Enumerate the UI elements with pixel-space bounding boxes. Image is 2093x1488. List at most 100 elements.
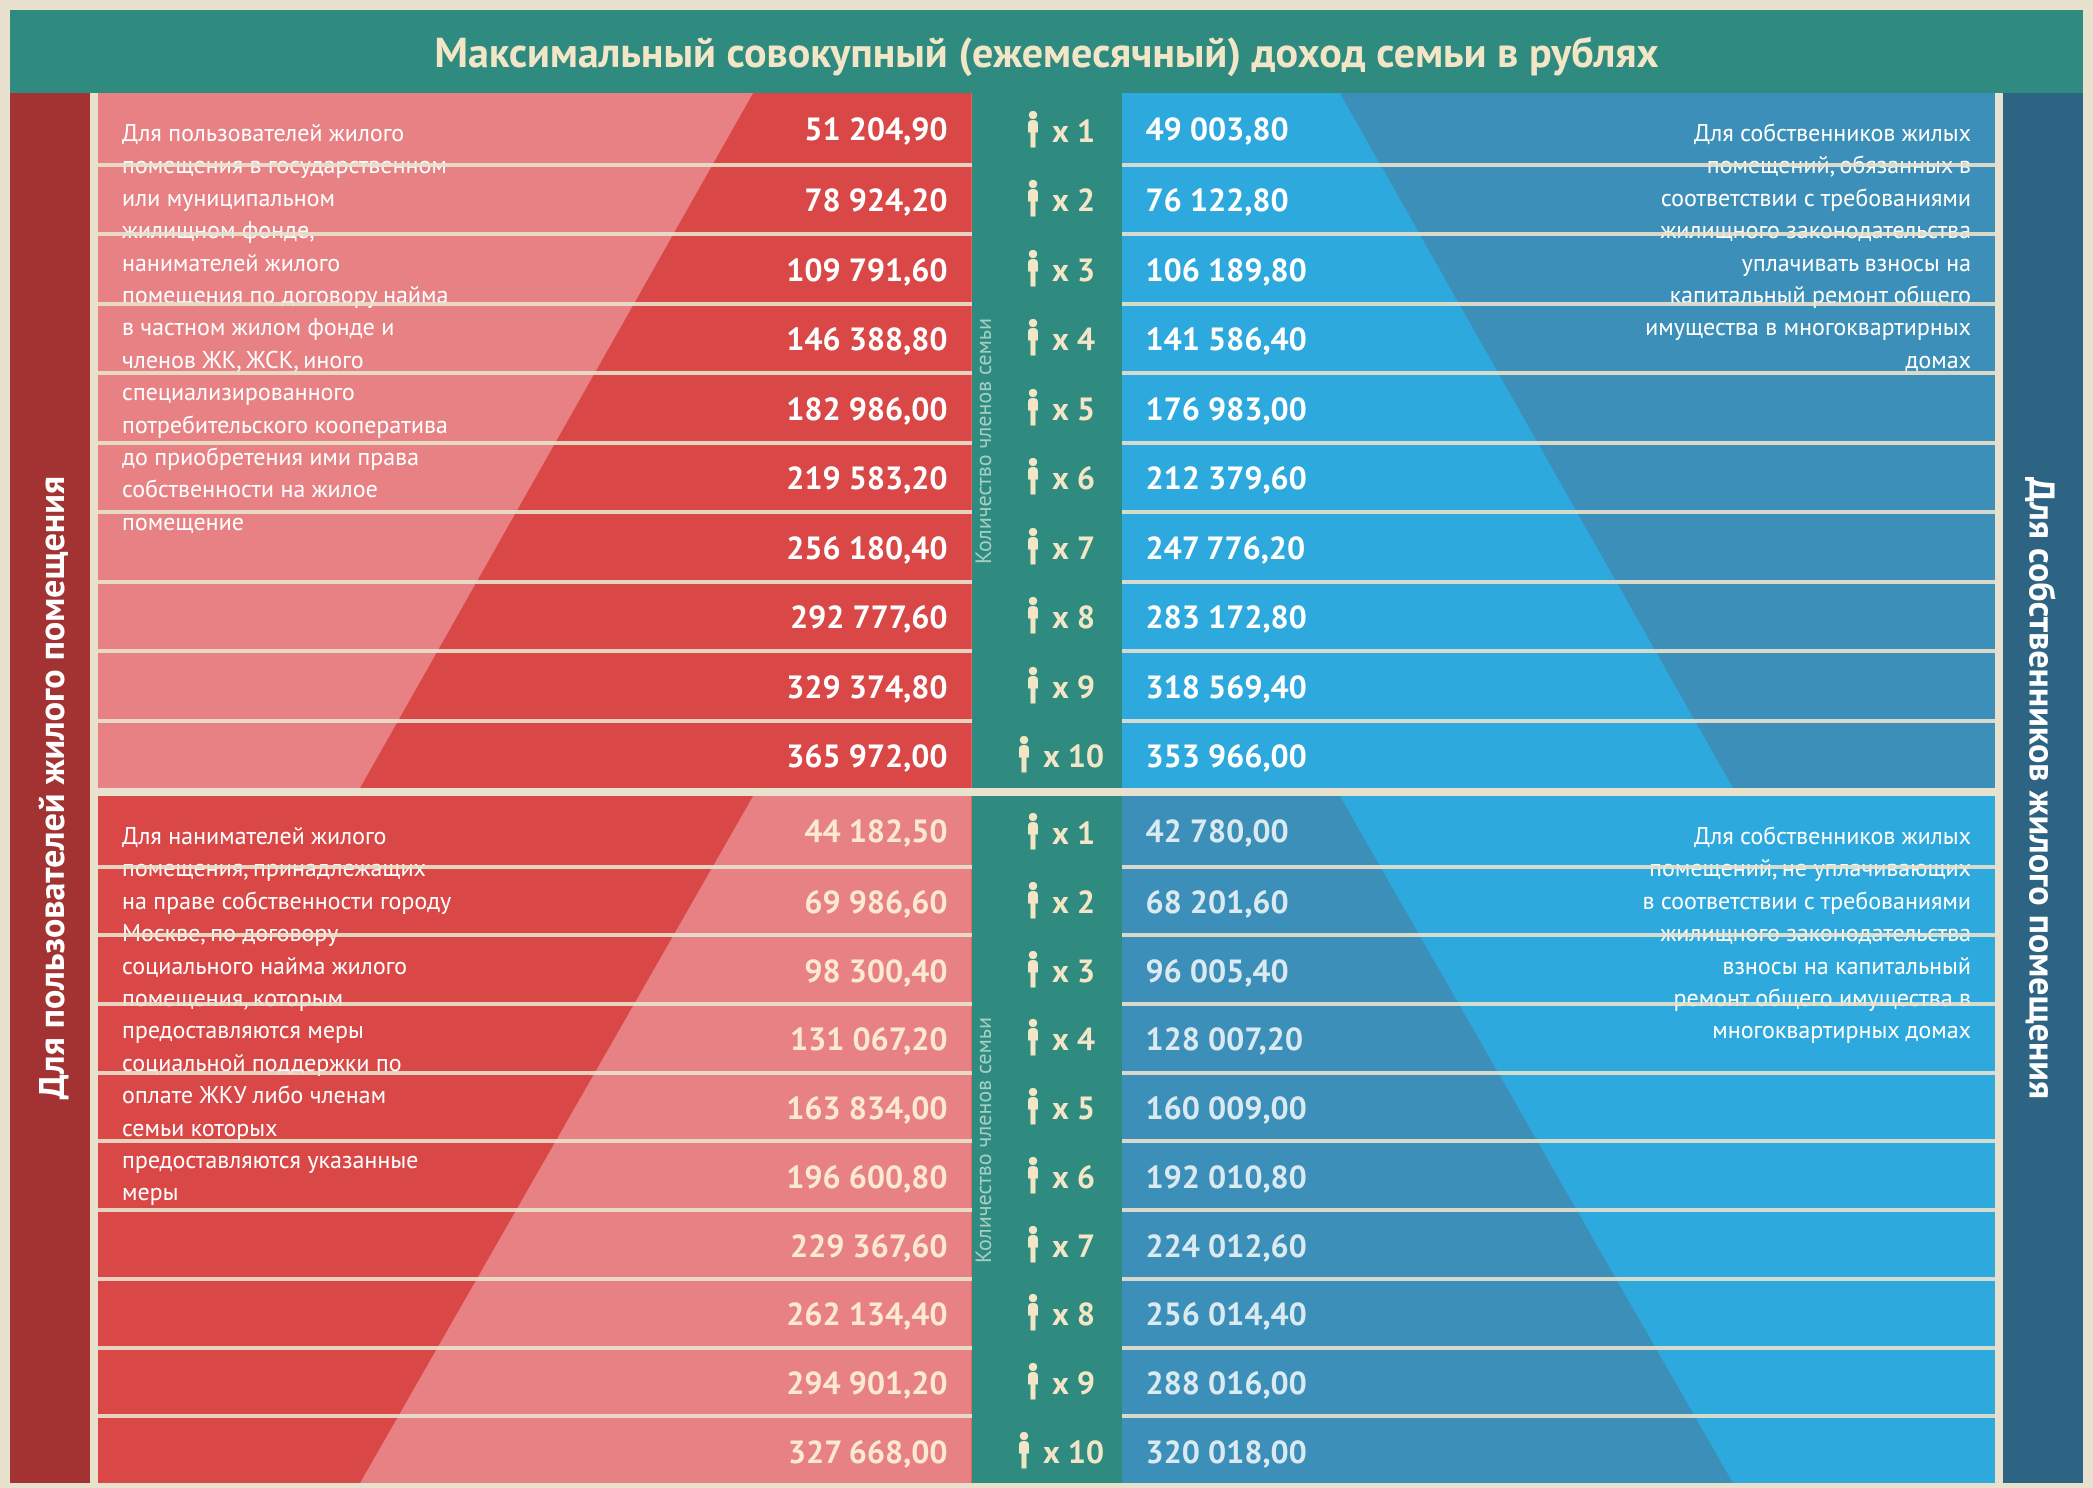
members-row: x7 [996,1208,1122,1277]
members-row: x2 [996,865,1122,934]
value-step: 68 201,60 [1122,865,1996,934]
members-row: x1 [996,93,1122,163]
value-step: 247 776,20 [1122,510,1996,580]
panel-top-right: Для собственников жилых помещений, обяза… [1122,93,1996,788]
value-step: 256 014,40 [1122,1277,1996,1346]
members-row: x8 [996,580,1122,650]
members-row: x9 [996,1346,1122,1415]
value-step: 283 172,80 [1122,580,1996,650]
value-step: 318 569,40 [1122,649,1996,719]
value-step: 163 834,00 [98,1071,972,1140]
value-step: 146 388,80 [98,302,972,372]
value-step: 51 204,90 [98,93,972,163]
value-step: 224 012,60 [1122,1208,1996,1277]
multiply-icon: x [1052,1017,1069,1059]
members-row: x2 [996,163,1122,233]
row-bottom: Для нанимателей жилого помещения, принад… [98,788,1995,1483]
members-axis-label: Количество членов семьи [972,93,996,788]
members-rows-top: x1x2x3x4x5x6x7x8x9x10 [996,93,1122,788]
member-count: 3 [1077,248,1095,290]
member-count: 2 [1077,178,1095,220]
value-step: 256 180,40 [98,510,972,580]
value-step: 106 189,80 [1122,232,1996,302]
panel-bottom-left: Для нанимателей жилого помещения, принад… [98,796,972,1483]
value-step: 176 983,00 [1122,371,1996,441]
value-step: 131 067,20 [98,1002,972,1071]
value-step: 42 780,00 [1122,796,1996,865]
members-row: x10 [996,719,1122,789]
value-step: 320 018,00 [1122,1414,1996,1483]
members-row: x6 [996,1139,1122,1208]
multiply-icon: x [1043,1430,1060,1472]
members-row: x1 [996,796,1122,865]
members-axis-label: Количество членов семьи [972,796,996,1483]
members-row: x4 [996,302,1122,372]
value-step: 327 668,00 [98,1414,972,1483]
multiply-icon: x [1052,1224,1069,1266]
multiply-icon: x [1052,880,1069,922]
member-count: 10 [1068,1430,1104,1472]
value-step: 292 777,60 [98,580,972,650]
member-count: 5 [1077,1086,1095,1128]
member-count: 3 [1077,949,1095,991]
multiply-icon: x [1052,665,1069,707]
left-category-rail: Для пользователей жилого помещения [10,93,90,1483]
value-step: 160 009,00 [1122,1071,1996,1140]
member-count: 8 [1077,595,1095,637]
value-step: 98 300,40 [98,933,972,1002]
member-count: 7 [1077,526,1095,568]
multiply-icon: x [1052,1292,1069,1334]
steps-top-left: 51 204,9078 924,20109 791,60146 388,8018… [98,93,972,788]
member-count: 7 [1077,1224,1095,1266]
multiply-icon: x [1052,387,1069,429]
value-step: 219 583,20 [98,441,972,511]
members-row: x3 [996,232,1122,302]
multiply-icon: x [1052,526,1069,568]
members-row: x7 [996,510,1122,580]
page-title: Максимальный совокупный (ежемесячный) до… [10,10,2083,93]
value-step: 262 134,40 [98,1277,972,1346]
multiply-icon: x [1052,949,1069,991]
value-step: 192 010,80 [1122,1139,1996,1208]
member-count: 8 [1077,1292,1095,1334]
value-step: 353 966,00 [1122,719,1996,789]
members-axis-top: Количество членов семьи x1x2x3x4x5x6x7x8… [972,93,1122,788]
right-category-rail: Для собственников жилого помещения [2003,93,2083,1483]
member-count: 10 [1068,734,1104,776]
member-count: 1 [1077,811,1095,853]
value-step: 294 901,20 [98,1346,972,1415]
panel-bottom-right: Для собственников жилых помещений, не уп… [1122,796,1996,1483]
multiply-icon: x [1052,456,1069,498]
multiply-icon: x [1052,317,1069,359]
members-row: x5 [996,371,1122,441]
left-category-label: Для пользователей жилого помещения [27,476,74,1099]
value-step: 69 986,60 [98,865,972,934]
value-step: 212 379,60 [1122,441,1996,511]
multiply-icon: x [1052,1361,1069,1403]
member-count: 9 [1077,1361,1095,1403]
multiply-icon: x [1052,811,1069,853]
value-step: 329 374,80 [98,649,972,719]
value-step: 49 003,80 [1122,93,1996,163]
multiply-icon: x [1052,178,1069,220]
value-step: 44 182,50 [98,796,972,865]
value-step: 96 005,40 [1122,933,1996,1002]
value-step: 288 016,00 [1122,1346,1996,1415]
members-row: x6 [996,441,1122,511]
body-grid: Для пользователей жилого помещения Для п… [10,93,2083,1483]
value-step: 78 924,20 [98,163,972,233]
members-row: x9 [996,649,1122,719]
value-step: 182 986,00 [98,371,972,441]
steps-bottom-left: 44 182,5069 986,6098 300,40131 067,20163… [98,796,972,1483]
members-row: x8 [996,1277,1122,1346]
member-count: 2 [1077,880,1095,922]
member-count: 6 [1077,456,1095,498]
value-step: 365 972,00 [98,719,972,789]
value-step: 196 600,80 [98,1139,972,1208]
infographic-frame: Максимальный совокупный (ежемесячный) до… [0,0,2093,1488]
main-panels: Для пользователей жилого помещения в гос… [90,93,2003,1483]
member-count: 5 [1077,387,1095,429]
multiply-icon: x [1043,734,1060,776]
members-rows-bottom: x1x2x3x4x5x6x7x8x9x10 [996,796,1122,1483]
member-count: 1 [1077,109,1095,151]
